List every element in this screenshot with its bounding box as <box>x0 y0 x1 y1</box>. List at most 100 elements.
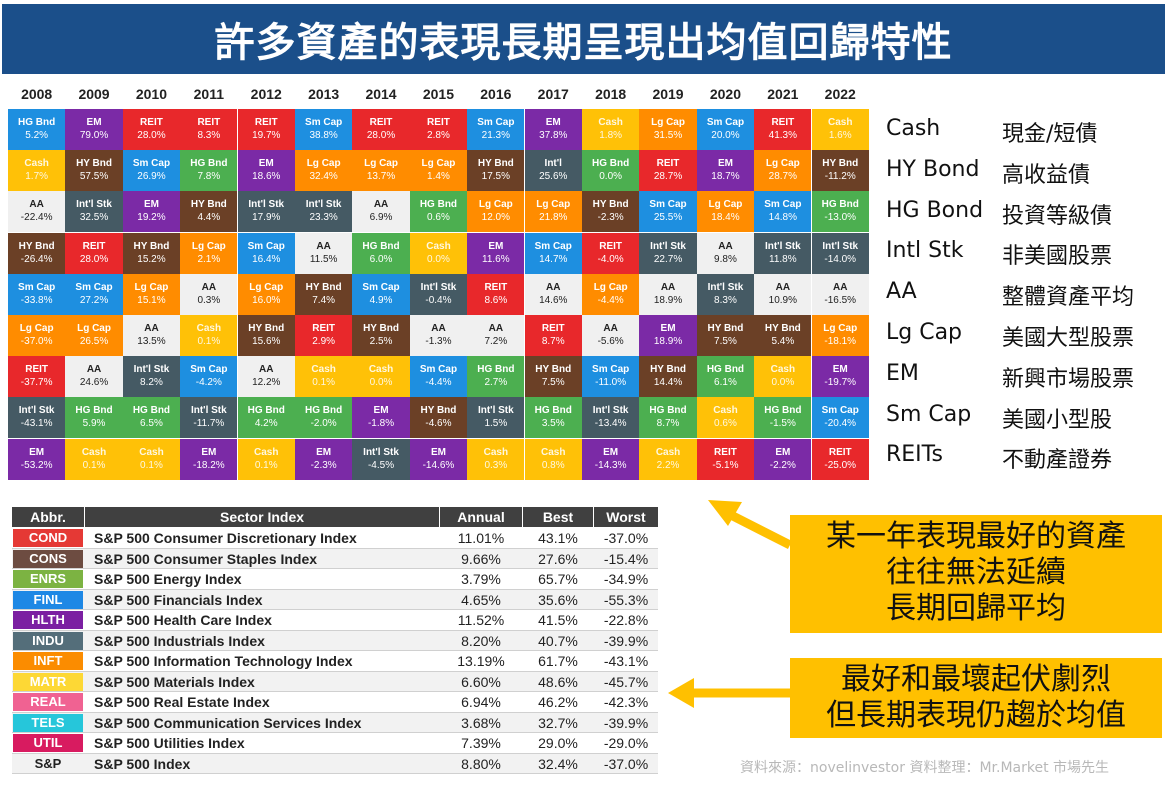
return-cell: Lg Cap 15.1% <box>122 273 181 315</box>
return-cell: Int'l Stk -13.4% <box>582 397 640 439</box>
asset-label: Lg Cap <box>19 323 54 334</box>
return-value: 0.8% <box>541 459 565 471</box>
return-value: 2.2% <box>656 459 680 471</box>
return-cell: REIT 8.7% <box>524 315 582 356</box>
return-value: 3.5% <box>541 418 565 430</box>
asset-label: Cash <box>598 117 623 128</box>
return-value: 41.3% <box>768 130 798 141</box>
return-cell: Lg Cap 21.8% <box>524 191 582 233</box>
sector-abbr: REAL <box>13 693 83 711</box>
asset-label: EM <box>258 158 274 170</box>
legend-en: Lg Cap <box>886 320 963 345</box>
return-value: -5.6% <box>597 336 624 347</box>
asset-label: EM <box>775 446 791 458</box>
return-value: 28.0% <box>137 130 166 141</box>
return-cell: HY Bnd 7.5% <box>696 315 755 356</box>
asset-label: HG Bnd <box>477 364 515 376</box>
asset-label: HY Bnd <box>76 158 112 170</box>
sector-name: S&P 500 Consumer Discretionary Index <box>94 530 357 546</box>
table-row: INFT S&P 500 Information Technology Index… <box>12 651 658 672</box>
return-cell: AA 12.2% <box>237 356 295 398</box>
return-value: 1.5% <box>484 418 508 430</box>
return-value: -37.0% <box>20 336 53 347</box>
return-cell: HY Bnd 15.2% <box>122 232 181 274</box>
return-value: 14.8% <box>768 212 798 224</box>
legend-en: HG Bond <box>886 197 984 223</box>
sector-abbr: ENRS <box>13 570 83 588</box>
return-cell: Int'l Stk 1.5% <box>467 397 525 439</box>
return-value: -4.4% <box>597 294 624 306</box>
return-value: 7.5% <box>541 377 565 389</box>
return-value: 21.3% <box>481 130 511 141</box>
legend-item: AA 整體資產平均 <box>886 273 1166 314</box>
return-cell: Int'l Stk 22.7% <box>639 232 697 274</box>
year-header: 2010 <box>135 86 168 102</box>
return-value: 2.5% <box>369 336 393 347</box>
asset-label: Int'l Stk <box>707 281 744 293</box>
sector-abbr: COND <box>13 529 83 547</box>
asset-label: REIT <box>541 323 565 334</box>
sector-best: 32.7% <box>538 714 578 731</box>
return-cell: HG Bnd 6.1% <box>696 356 755 398</box>
year-header: 2012 <box>250 86 282 102</box>
legend-item: Cash 現金/短債 <box>886 110 1166 151</box>
return-cell: REIT 28.0% <box>122 109 181 150</box>
sector-worst: -29.0% <box>603 735 649 751</box>
asset-label: Cash <box>254 446 279 458</box>
return-value: 19.7% <box>252 130 281 141</box>
asset-label: AA <box>431 323 446 334</box>
sector-abbr: FINL <box>13 590 83 609</box>
sector-abbr: S&P <box>13 754 83 773</box>
return-cell: Sm Cap -33.8% <box>8 273 66 315</box>
return-cell: AA -5.6% <box>582 315 640 356</box>
asset-label: HG Bnd <box>190 158 228 170</box>
asset-label: Int'l Stk <box>477 405 514 417</box>
sector-abbr: INDU <box>13 631 83 650</box>
return-value: 11.8% <box>769 253 797 265</box>
asset-label: HG Bnd <box>706 364 745 376</box>
sector-worst: -34.9% <box>603 571 649 587</box>
return-value: 15.6% <box>252 336 281 347</box>
return-value: -14.6% <box>422 459 455 471</box>
asset-label: Sm Cap <box>132 158 171 170</box>
asset-label: HY Bnd <box>764 323 801 334</box>
return-value: 6.1% <box>714 377 737 389</box>
asset-label: Sm Cap <box>477 117 515 128</box>
return-value: 28.7% <box>768 171 798 183</box>
return-value: 6.0% <box>369 253 393 265</box>
sector-annual: 7.39% <box>461 735 501 751</box>
sector-worst: -15.4% <box>603 550 649 567</box>
return-value: 8.2% <box>140 377 163 389</box>
return-cell: HG Bnd 6.5% <box>122 397 181 439</box>
sector-name: S&P 500 Materials Index <box>94 673 255 690</box>
asset-label: AA <box>316 240 331 252</box>
return-value: 0.1% <box>140 459 163 471</box>
asset-label: EM <box>430 446 446 458</box>
return-cell: Int'l Stk 8.2% <box>122 356 181 398</box>
return-cell: HY Bnd 4.4% <box>180 191 238 233</box>
asset-label: Cash <box>24 158 49 170</box>
return-cell: Cash 0.3% <box>467 438 525 480</box>
sector-abbr: HLTH <box>13 611 83 629</box>
return-cell: Lg Cap 13.7% <box>352 150 410 192</box>
return-value: 4.2% <box>254 418 278 430</box>
asset-label: Int'l Stk <box>305 199 342 211</box>
sector-worst: -43.1% <box>603 653 649 669</box>
return-value: -4.4% <box>425 377 452 389</box>
return-cell: Lg Cap 16.0% <box>237 273 295 315</box>
asset-label: HY Bnd <box>822 158 859 170</box>
return-value: 17.9% <box>252 212 281 224</box>
asset-label: Cash <box>81 446 107 458</box>
return-cell: REIT 8.3% <box>180 109 238 150</box>
return-value: 11.6% <box>482 253 510 265</box>
asset-label: REIT <box>369 117 393 128</box>
return-value: 8.6% <box>484 294 508 306</box>
return-value: -37.7% <box>20 377 53 389</box>
return-cell: REIT -5.1% <box>696 438 755 480</box>
asset-label: HG Bnd <box>764 405 802 417</box>
asset-label: Sm Cap <box>592 364 630 376</box>
year-header: 2011 <box>193 86 225 102</box>
return-cell: Sm Cap 38.8% <box>295 109 353 150</box>
asset-label: AA <box>201 281 217 293</box>
return-value: -2.3% <box>310 459 337 471</box>
